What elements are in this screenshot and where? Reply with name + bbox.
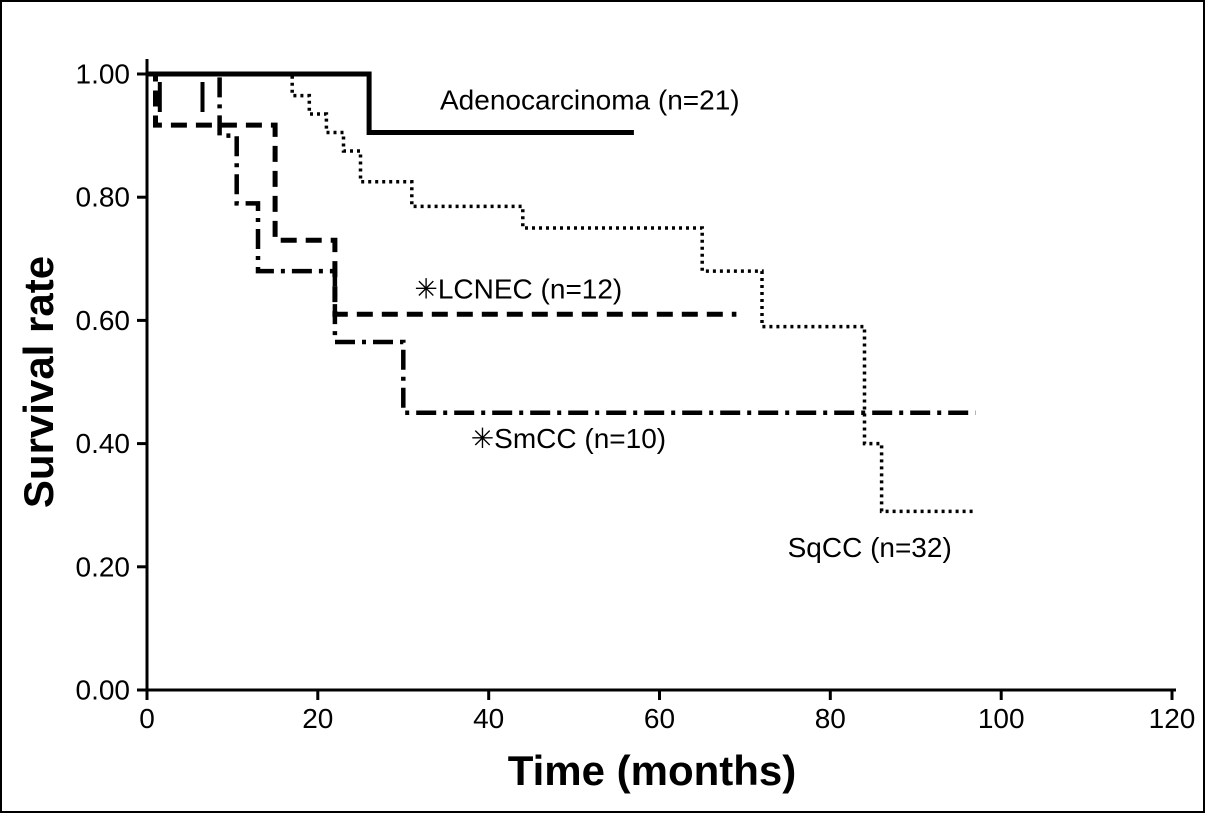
series-label-sqcc: SqCC (n=32) (788, 532, 952, 563)
x-tick-label: 100 (978, 703, 1025, 734)
y-tick-label: 1.00 (76, 59, 131, 90)
series-label-smcc: ✳SmCC (n=10) (471, 423, 666, 454)
series-label-lcnec: ✳LCNEC (n=12) (414, 274, 622, 305)
y-axis-title: Survival rate (15, 255, 62, 509)
series-line-adenocarcinoma (147, 71, 634, 135)
axes (145, 59, 1176, 692)
x-tick-label: 0 (139, 703, 155, 734)
series-label-adenocarcinoma: Adenocarcinoma (n=21) (440, 84, 740, 115)
x-axis-title: Time (months) (507, 747, 797, 794)
y-tick-label: 0.00 (76, 675, 131, 706)
y-tick-label: 0.80 (76, 182, 131, 213)
y-tick-label: 0.40 (76, 428, 131, 459)
y-tick-label: 0.60 (76, 305, 131, 336)
series-line-sqcc (147, 72, 976, 514)
y-tick-label: 0.20 (76, 551, 131, 582)
x-tick-label: 20 (302, 703, 333, 734)
x-tick-label: 80 (815, 703, 846, 734)
x-tick-label: 120 (1149, 703, 1196, 734)
series-line-lcnec (147, 71, 737, 317)
x-tick-label: 40 (473, 703, 504, 734)
series-line-smcc (147, 71, 976, 416)
x-tick-label: 60 (644, 703, 675, 734)
